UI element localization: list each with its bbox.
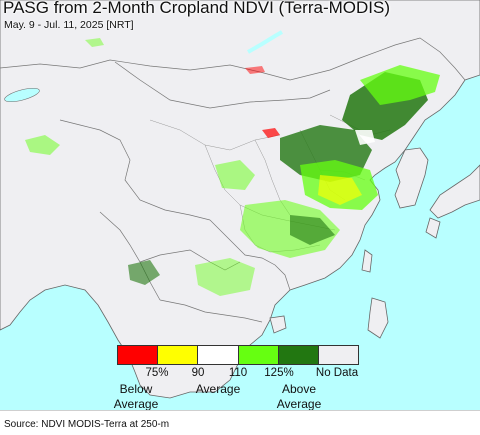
hainan	[269, 315, 287, 334]
country-borders	[0, 37, 466, 323]
legend-swatch-no-data	[318, 346, 359, 364]
legend-category-above: Above Average	[277, 382, 321, 412]
legend-tick-110: 110	[228, 367, 248, 379]
lake-baikal	[247, 30, 283, 54]
legend-category-average-line1: Average	[195, 382, 241, 396]
legend-swatch-average	[198, 346, 239, 364]
korea-peninsula	[394, 147, 429, 209]
map-title: PASG from 2-Month Cropland NDVI (Terra-M…	[3, 0, 390, 17]
legend-category-below-line2: Average	[113, 397, 159, 411]
legend-category-above-line2: Average	[276, 397, 322, 411]
legend-category-below-line1: Below	[119, 382, 153, 396]
legend-swatch-slightly-below	[158, 346, 199, 364]
legend-category-average: Average	[196, 382, 240, 397]
legend-tick-no-data: No Data	[315, 367, 359, 379]
philippines	[367, 297, 389, 339]
map-subtitle: May. 9 - Jul. 11, 2025 [NRT]	[4, 19, 134, 31]
japan-south	[425, 217, 441, 239]
lake-balkhash	[4, 88, 40, 102]
legend-tick-125: 125%	[264, 367, 294, 379]
legend-tick-90: 90	[191, 367, 205, 379]
legend-swatch-below	[118, 346, 159, 364]
footer: Source: NDVI MODIS-Terra at 250-m	[0, 410, 480, 435]
legend-swatch-slightly-above	[238, 346, 279, 364]
legend-color-bar	[117, 345, 359, 365]
source-credit: Source: NDVI MODIS-Terra at 250-m	[4, 419, 170, 430]
legend-tick-75: 75%	[145, 367, 169, 379]
ndvi-patches	[25, 38, 440, 296]
japan	[429, 164, 480, 219]
legend-swatch-above	[278, 346, 319, 364]
taiwan	[361, 249, 373, 273]
legend-category-above-line1: Above	[281, 382, 317, 396]
legend-category-below: Below Average	[114, 382, 158, 412]
map	[0, 0, 480, 410]
